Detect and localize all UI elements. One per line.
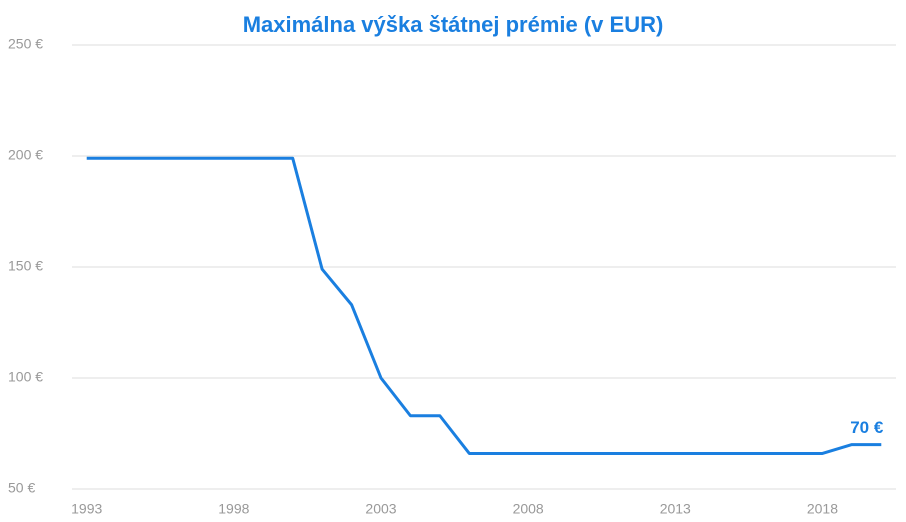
annotation: 70 € <box>850 418 884 437</box>
y-tick-label: 100 € <box>8 369 43 385</box>
x-tick-label: 2013 <box>660 501 691 517</box>
y-tick-label: 200 € <box>8 147 43 163</box>
chart-title: Maximálna výška štátnej prémie (v EUR) <box>243 12 664 37</box>
x-tick-label: 2018 <box>807 501 838 517</box>
line <box>86 156 882 455</box>
y-tick-label: 50 € <box>8 480 35 496</box>
x-tick-label: 1993 <box>71 501 102 517</box>
y-tick-label: 150 € <box>8 258 43 274</box>
x-tick-label: 1998 <box>218 501 249 517</box>
x-tick-label: 2003 <box>365 501 396 517</box>
x-tick-label: 2008 <box>513 501 544 517</box>
y-tick-label: 250 € <box>8 36 43 52</box>
